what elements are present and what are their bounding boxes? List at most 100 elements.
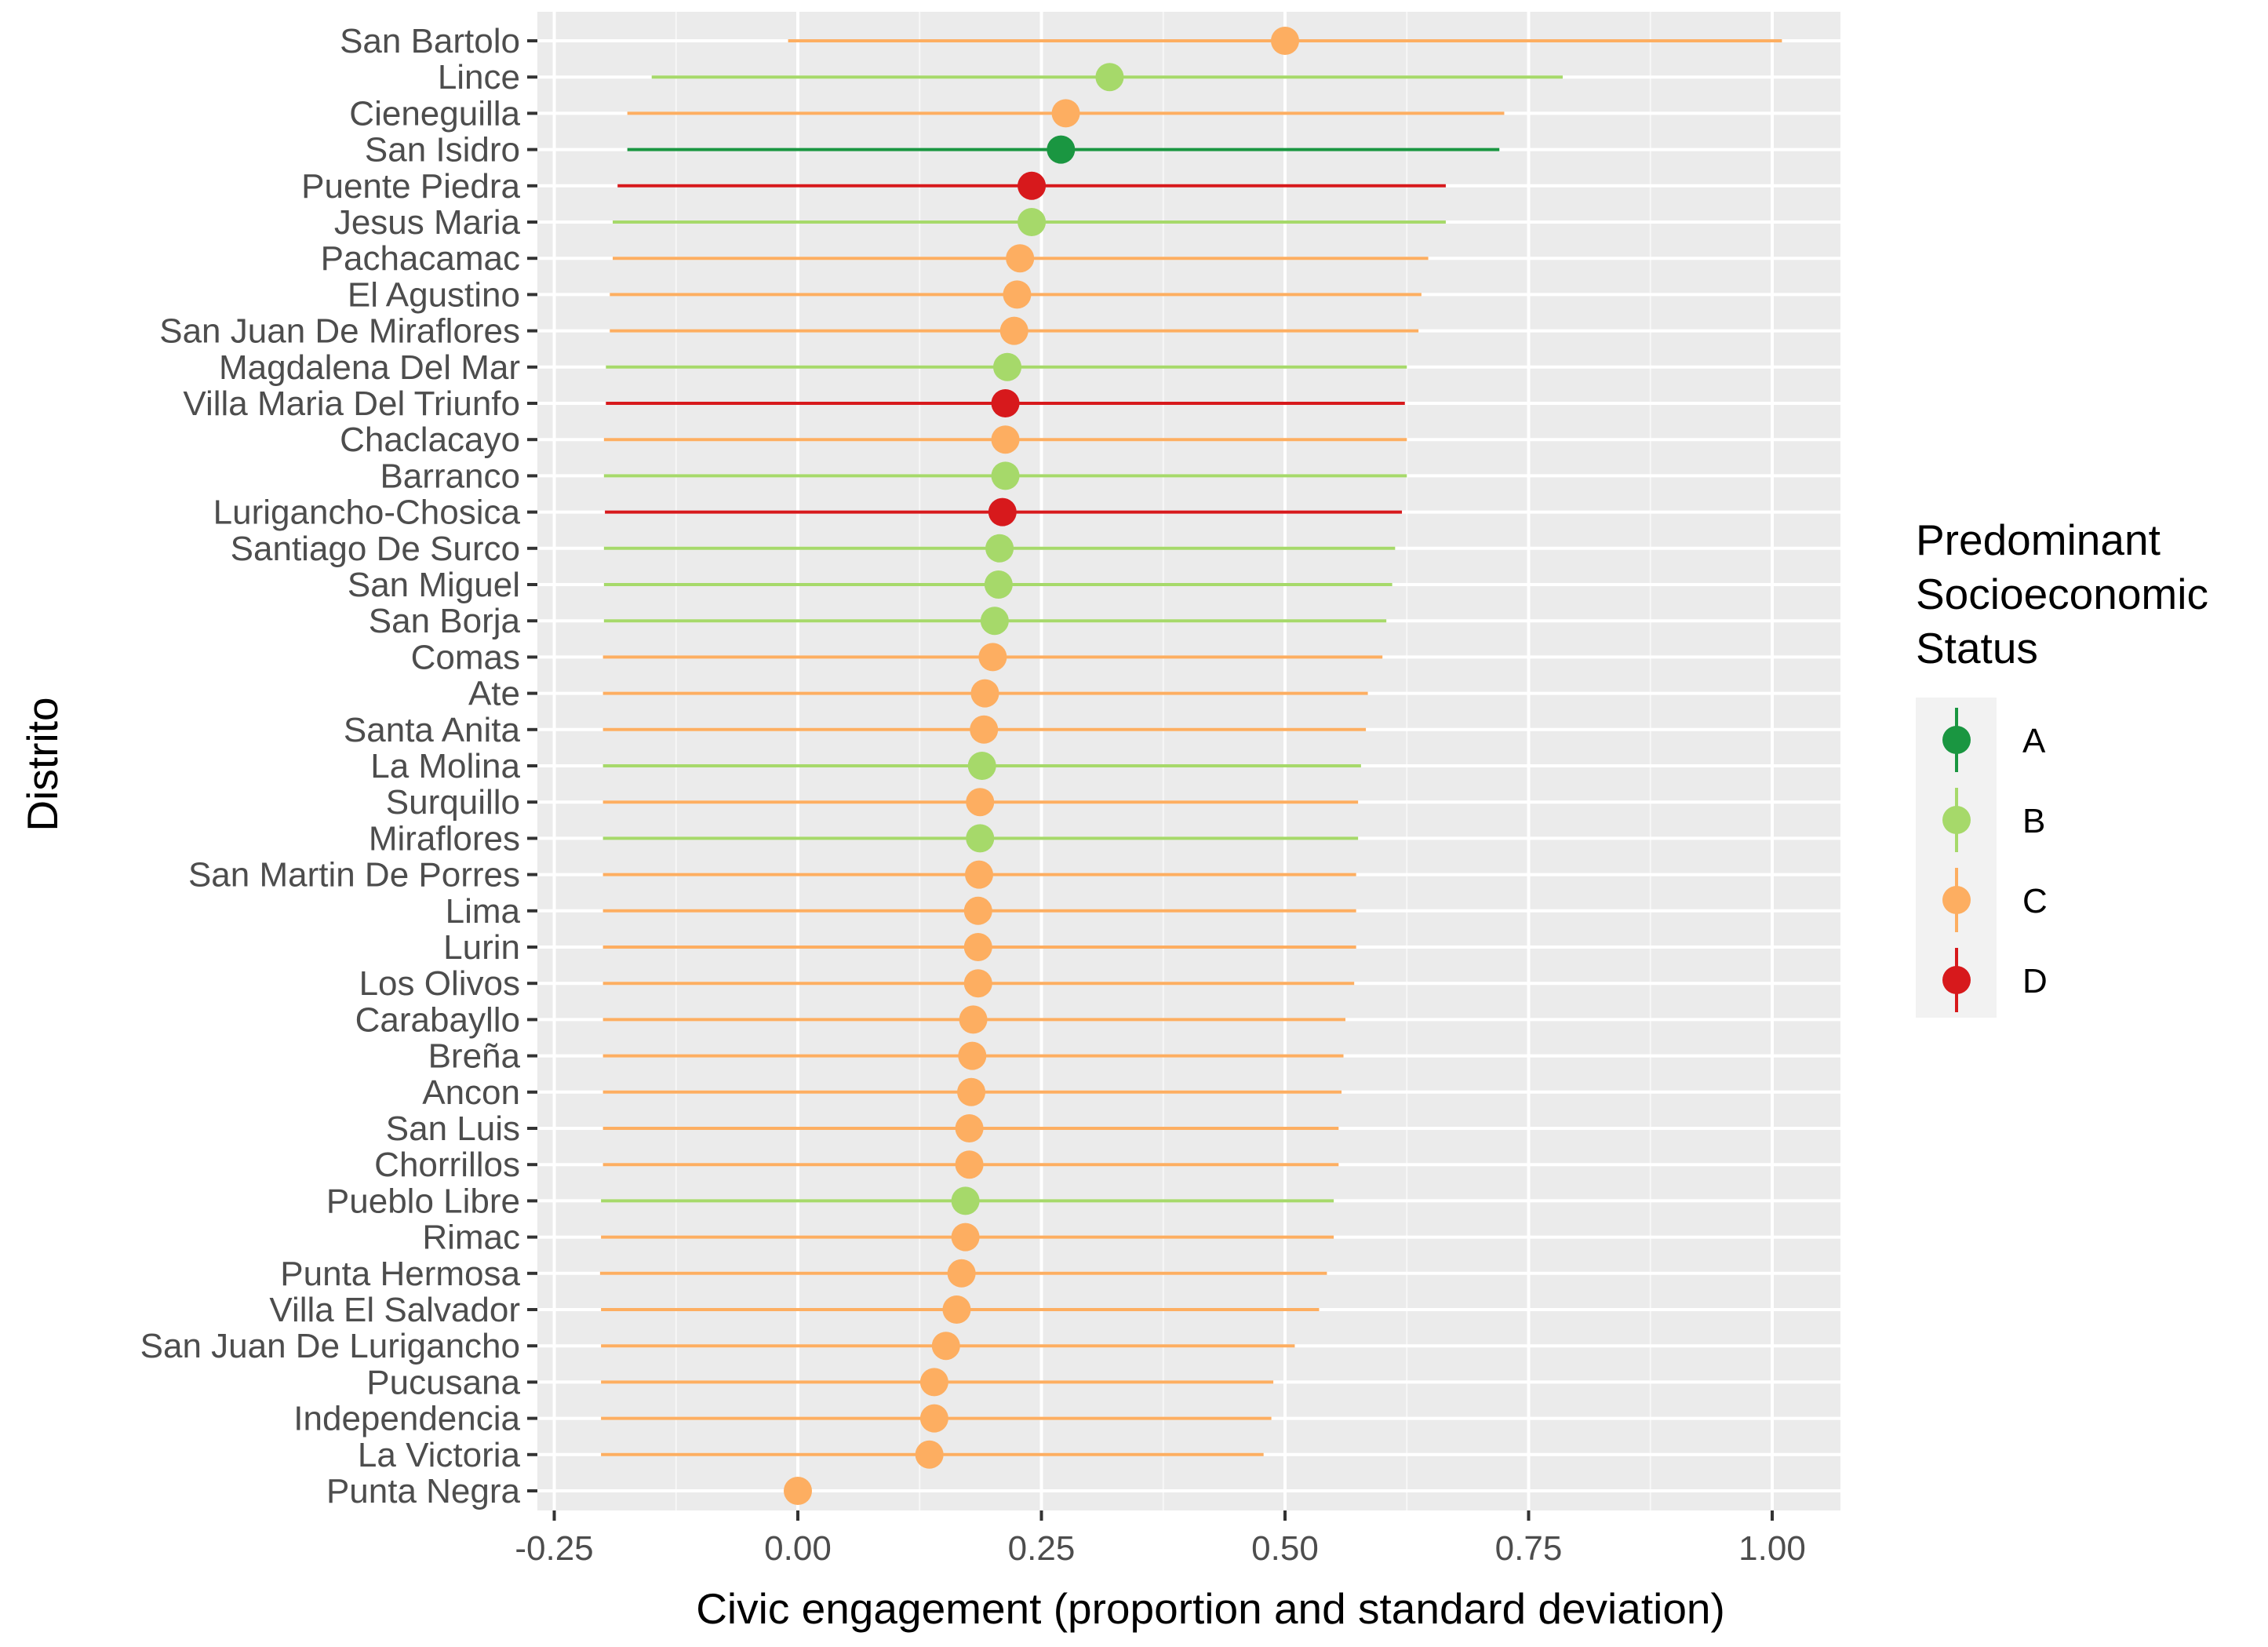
y-tick-label: Ate (468, 675, 520, 713)
data-point (984, 570, 1013, 599)
data-point (999, 316, 1028, 345)
data-point (980, 607, 1009, 636)
points (784, 27, 1299, 1505)
data-point (993, 352, 1022, 381)
y-tick-label: San Isidro (365, 131, 520, 169)
legend-label: A (2022, 722, 2046, 760)
data-point (931, 1332, 960, 1361)
y-tick-label: Magdalena Del Mar (219, 348, 520, 387)
legend-key-point (1942, 966, 1971, 994)
y-tick-label: Chaclacayo (340, 421, 520, 459)
y-tick-label: La Molina (370, 747, 520, 785)
y-tick-label: Lurigancho-Chosica (213, 494, 521, 532)
data-point (991, 389, 1020, 417)
y-tick-label: Lima (446, 892, 521, 931)
data-point (963, 933, 992, 961)
legend-title-line-1: Predominant (1916, 516, 2161, 564)
x-tick-label: 0.25 (1008, 1529, 1076, 1568)
y-tick-label: Surquillo (386, 783, 520, 822)
data-point (1047, 135, 1076, 164)
legend-label: C (2022, 882, 2048, 920)
data-point (991, 425, 1020, 454)
data-point (970, 679, 999, 708)
data-point (1051, 99, 1080, 128)
data-point (955, 1114, 984, 1142)
plot-panel (537, 12, 1840, 1510)
data-point (963, 969, 992, 998)
data-point (963, 896, 992, 925)
data-point (966, 824, 995, 853)
legend-title-line-3: Status (1916, 624, 2038, 672)
legend-key-point (1942, 806, 1971, 834)
data-point (919, 1404, 948, 1433)
y-tick-label: Ancon (422, 1073, 520, 1112)
data-point (942, 1295, 971, 1324)
y-tick-label: Pucusana (366, 1363, 520, 1401)
y-tick-label: Rimac (422, 1219, 520, 1257)
y-tick-label: La Victoria (358, 1436, 521, 1474)
data-point (955, 1150, 984, 1179)
y-tick-label: San Juan De Lurigancho (140, 1327, 520, 1365)
legend-title-line-2: Socioeconomic (1916, 570, 2208, 618)
data-point (966, 788, 995, 817)
y-tick-label: Comas (411, 638, 520, 676)
x-axis-ticks: -0.25 0.00 0.25 0.50 0.75 1.00 (515, 1510, 1806, 1568)
y-tick-label: Lince (438, 58, 520, 97)
legend-label: D (2022, 962, 2048, 1000)
data-point (1095, 63, 1124, 92)
x-axis-title: Civic engagement (proportion and standar… (696, 1584, 1725, 1633)
y-tick-label: Lurin (443, 928, 520, 967)
y-tick-label: San Bartolo (340, 22, 520, 60)
y-tick-label: Independencia (293, 1400, 520, 1438)
data-point (988, 497, 1017, 527)
y-axis-title: Distrito (18, 697, 67, 831)
data-point (951, 1222, 980, 1252)
y-tick-label: Villa El Salvador (269, 1291, 520, 1329)
grid-minor (675, 12, 1651, 1510)
data-point (970, 715, 999, 744)
legend-label: B (2022, 802, 2045, 840)
data-point (947, 1259, 976, 1288)
x-tick-label: 1.00 (1738, 1529, 1806, 1568)
y-tick-label: Punta Negra (326, 1472, 521, 1510)
y-tick-label: Cieneguilla (349, 94, 520, 133)
y-tick-label: San Luis (386, 1110, 520, 1148)
data-point (951, 1186, 980, 1215)
y-tick-label: Santiago De Surco (231, 530, 520, 568)
x-tick-label: 0.75 (1495, 1529, 1563, 1568)
data-point (1003, 280, 1032, 309)
y-tick-label: Chorrillos (374, 1146, 520, 1184)
y-tick-label: Villa Maria Del Triunfo (183, 384, 520, 423)
legend: Predominant Socioeconomic Status A B C D (1916, 516, 2208, 1018)
y-tick-label: Pueblo Libre (326, 1182, 520, 1220)
y-tick-label: Breña (428, 1037, 521, 1076)
y-tick-label: San Juan De Miraflores (159, 312, 520, 351)
data-point (957, 1077, 986, 1106)
legend-key-point (1942, 726, 1971, 754)
y-tick-label: San Martin De Porres (188, 856, 520, 895)
x-tick-label: 0.00 (764, 1529, 832, 1568)
data-point (1006, 244, 1035, 273)
y-tick-label: Santa Anita (344, 711, 521, 749)
x-tick-label: -0.25 (515, 1529, 593, 1568)
data-point (991, 461, 1020, 490)
y-tick-label: Pachacamac (321, 239, 520, 278)
y-tick-label: Jesus Maria (334, 203, 521, 242)
data-point (1271, 27, 1299, 55)
legend-key-point (1942, 886, 1971, 914)
y-tick-label: San Borja (369, 602, 521, 640)
data-point (958, 1041, 987, 1070)
data-point (967, 752, 996, 780)
x-tick-label: 0.50 (1251, 1529, 1319, 1568)
data-point (919, 1368, 948, 1397)
data-point (985, 534, 1014, 563)
y-tick-label: Puente Piedra (301, 167, 520, 206)
y-tick-label: San Miguel (348, 566, 520, 604)
data-point (959, 1005, 988, 1034)
y-tick-label: El Agustino (348, 275, 520, 314)
y-tick-label: Miraflores (369, 819, 520, 858)
y-tick-label: Barranco (380, 457, 520, 495)
y-tick-label: Carabayllo (355, 1000, 520, 1039)
